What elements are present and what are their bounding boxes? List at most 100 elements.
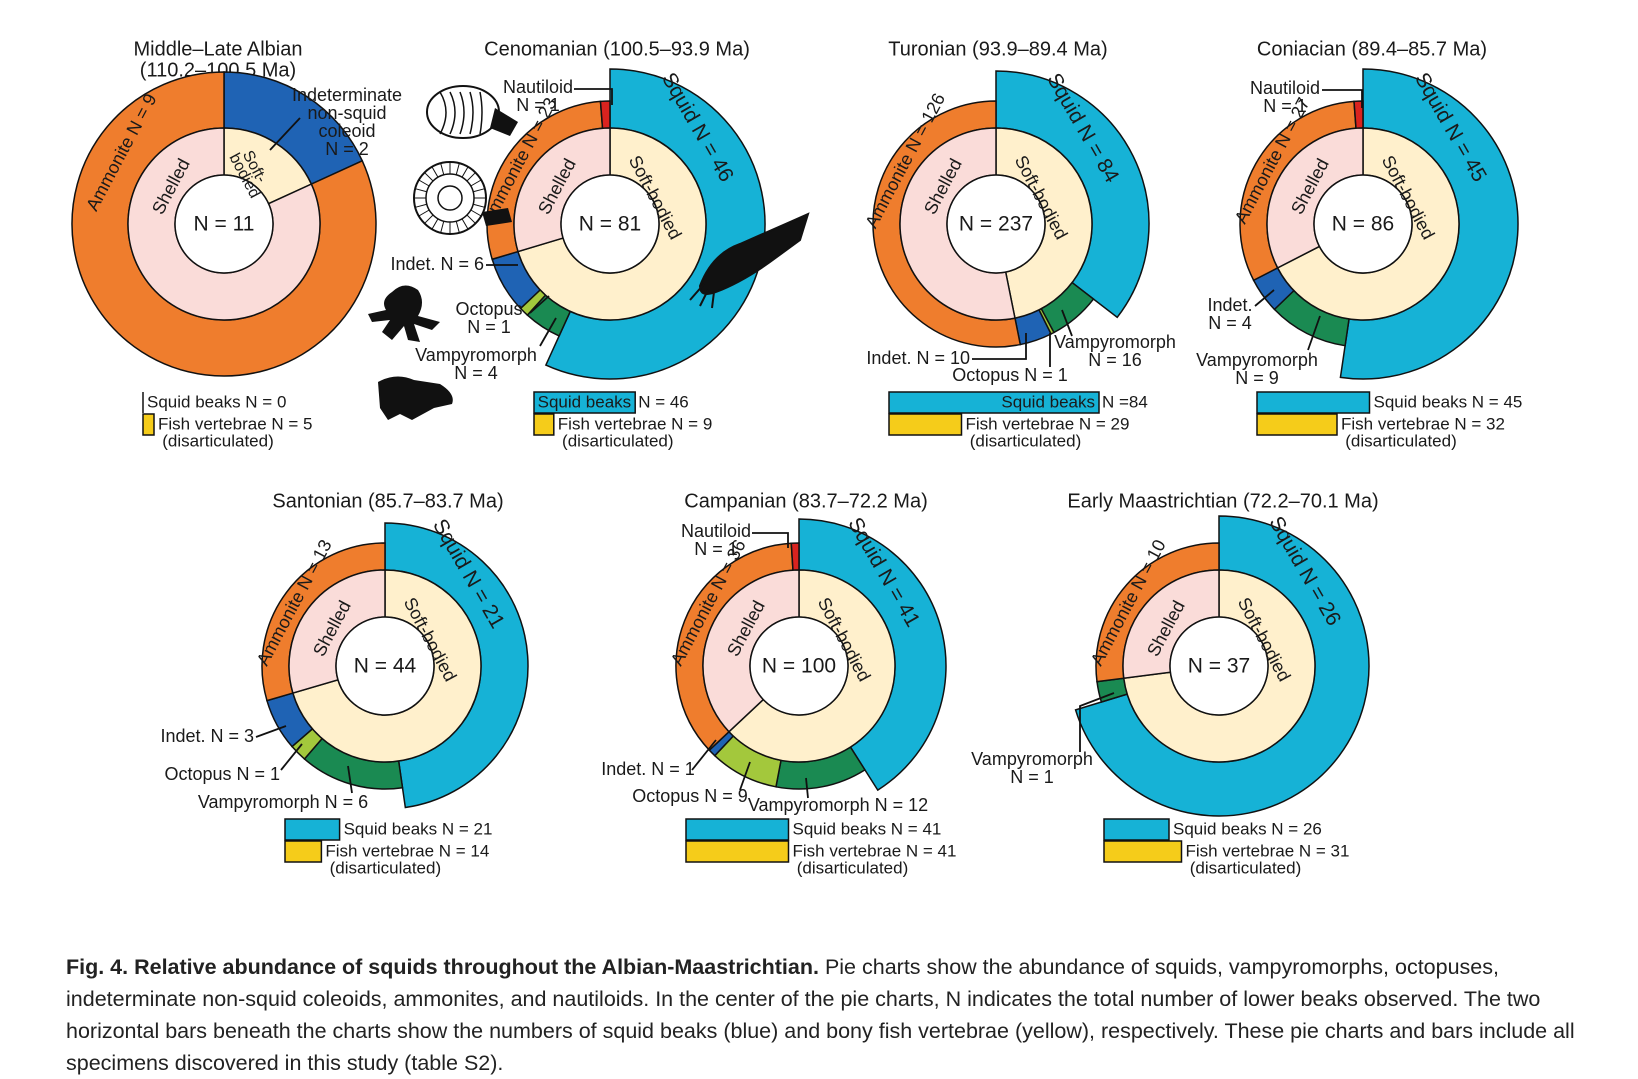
ammonite-rib-icon: [473, 188, 485, 193]
cenomanian-squid-bar-label: Squid beaks: [538, 392, 632, 411]
albian-fish-bar: [142, 413, 155, 436]
campanian-slice-nautiloid: [790, 542, 800, 571]
santonian-vampyromorph-leader: [347, 765, 353, 794]
ammonite-rib-icon: [466, 214, 476, 224]
turonian-vampyromorph-leader: [1061, 309, 1073, 337]
campanian-nautiloid-leader: [752, 532, 789, 548]
santonian-octopus-label: Octopus N = 1: [164, 764, 280, 784]
santonian-title: Santonian (85.7–83.7 Ma): [272, 490, 503, 512]
campanian-center-label: N = 100: [762, 655, 836, 678]
chart-albian: Middle–Late Albian(110.2–100.5 Ma)N = 11…: [71, 38, 377, 450]
campanian-fish-bar: [685, 840, 790, 863]
ammonite-rib-icon: [431, 166, 439, 178]
vampyromorph-silhouette-icon: [378, 376, 453, 420]
coniacian-indet-label-line2: N = 4: [1208, 313, 1252, 333]
santonian-octopus-leader: [280, 743, 303, 771]
coniacian-center: [1313, 174, 1413, 274]
campanian-nautiloid-label-line2: N = 1: [694, 539, 738, 559]
ammonite-core-icon: [437, 185, 463, 211]
santonian-fish-bar-label: Fish vertebrae N = 14: [325, 841, 489, 860]
ammonite-rib-icon: [418, 179, 430, 187]
santonian-indet-leader: [255, 725, 287, 738]
ammonite-rib-icon: [415, 203, 427, 208]
campanian-vampyromorph-label: Vampyromorph N = 12: [748, 795, 928, 815]
albian-title: Middle–Late Albian: [133, 38, 302, 60]
ammonite-tentacles-icon: [482, 208, 512, 226]
turonian-center: [946, 174, 1046, 274]
santonian-squid-bar: [284, 818, 341, 841]
figure-4: Middle–Late Albian(110.2–100.5 Ma)N = 11…: [71, 38, 1523, 877]
santonian-indet-label: Indet. N = 3: [160, 726, 254, 746]
chart-maastrichtian: Early Maastrichtian (72.2–70.1 Ma) N = 37…: [1067, 490, 1378, 877]
cenomanian-slice-nautiloid: [599, 100, 611, 130]
cenomanian-fish-bar: [533, 413, 555, 436]
coniacian-indet-leader: [1254, 289, 1275, 307]
turonian-squid-bar-label: Squid beaks: [1001, 392, 1095, 411]
coniacian-nautiloid-label: Nautiloid: [1250, 78, 1320, 98]
campanian-octopus-label: Octopus N = 9: [632, 786, 748, 806]
cenomanian-octopus-leader: [529, 295, 550, 314]
ammonite-rib-icon: [473, 203, 485, 208]
santonian-fish-bar-note: (disarticulated): [330, 858, 442, 877]
ammonite-rib-icon: [418, 209, 430, 217]
ammonite-rib-icon: [461, 218, 469, 230]
turonian-octopus-label: Octopus N = 1: [952, 365, 1068, 385]
cenomanian-octopus-label: Octopus: [455, 299, 522, 319]
ammonite-illustration-icon: [413, 161, 512, 235]
campanian-nautiloid-label: Nautiloid: [681, 521, 751, 541]
campanian-fish-bar-note: (disarticulated): [797, 858, 909, 877]
santonian-center: [335, 616, 435, 716]
turonian-fish-bar-label: Fish vertebrae N = 29: [966, 414, 1130, 433]
ammonite-rib-icon: [455, 163, 460, 175]
campanian-indet-leader: [691, 739, 717, 771]
albian-indet-callout: Indeterminate: [292, 85, 402, 105]
coniacian-squid-bar-label: Squid beaks N = 45: [1374, 392, 1523, 411]
ammonite-rib-icon: [424, 172, 434, 182]
nautiloid-shell-icon: [426, 85, 500, 139]
turonian-squid-bar: [888, 391, 1100, 414]
turonian-fish-bar-note: (disarticulated): [970, 431, 1082, 450]
turonian-center-label: N = 237: [959, 213, 1033, 236]
cenomanian-center-label: N = 81: [579, 213, 641, 236]
maastrichtian-fish-bar-note: (disarticulated): [1190, 858, 1302, 877]
coniacian-nautiloid-label-line2: N = 1: [1263, 96, 1307, 116]
santonian-center-label: N = 44: [354, 655, 417, 678]
cenomanian-nautiloid-label: Nautiloid: [503, 77, 573, 97]
turonian-title: Turonian (93.9–89.4 Ma): [888, 38, 1107, 60]
turonian-indet-label: Indet. N = 10: [866, 348, 970, 368]
cenomanian-nautiloid-label-line2: N = 1: [516, 95, 560, 115]
maastrichtian-squid-bar-label: Squid beaks N = 26: [1173, 819, 1322, 838]
campanian-indet-label: Indet. N = 1: [601, 759, 695, 779]
nautiloid-septa-icon: [449, 91, 456, 135]
albian-indet-callout-line2: non-squid: [307, 103, 386, 123]
octopus-silhouette-icon: [368, 285, 440, 342]
cenomanian-squid-bar-suffix: N = 46: [638, 392, 689, 411]
santonian-fish-bar: [284, 840, 323, 863]
coniacian-indet-label: Indet.: [1207, 295, 1252, 315]
albian-center-label: N = 11: [194, 213, 255, 236]
campanian-vampyromorph-leader: [805, 777, 809, 799]
ammonite-rib-icon: [431, 218, 439, 230]
maastrichtian-vampyromorph-label-line2: N = 1: [1010, 767, 1054, 787]
maastrichtian-squid-bar: [1103, 818, 1170, 841]
coniacian-title: Coniacian (89.4–85.7 Ma): [1257, 38, 1487, 60]
squid-silhouette-icon: [689, 212, 810, 309]
nautiloid-tentacles-icon: [490, 108, 518, 136]
cenomanian-vampyromorph-leader: [539, 317, 557, 347]
ammonite-rib-icon: [424, 214, 434, 224]
cenomanian-vampyromorph-label-line2: N = 4: [454, 363, 498, 383]
cenomanian-squid-bar: [533, 391, 636, 414]
ammonite-rib-icon: [466, 172, 476, 182]
santonian-vampyromorph-label: Vampyromorph N = 6: [198, 792, 368, 812]
coniacian-vampyromorph-label-line2: N = 9: [1235, 368, 1279, 388]
cenomanian-center: [560, 174, 660, 274]
coniacian-vampyromorph-leader: [1307, 315, 1321, 351]
campanian-center: [749, 616, 849, 716]
ammonite-rib-icon: [440, 163, 445, 175]
albian-squid-bar-label: Squid beaks N = 0: [147, 392, 286, 411]
cenomanian-indet-label: Indet. N = 6: [390, 254, 484, 274]
